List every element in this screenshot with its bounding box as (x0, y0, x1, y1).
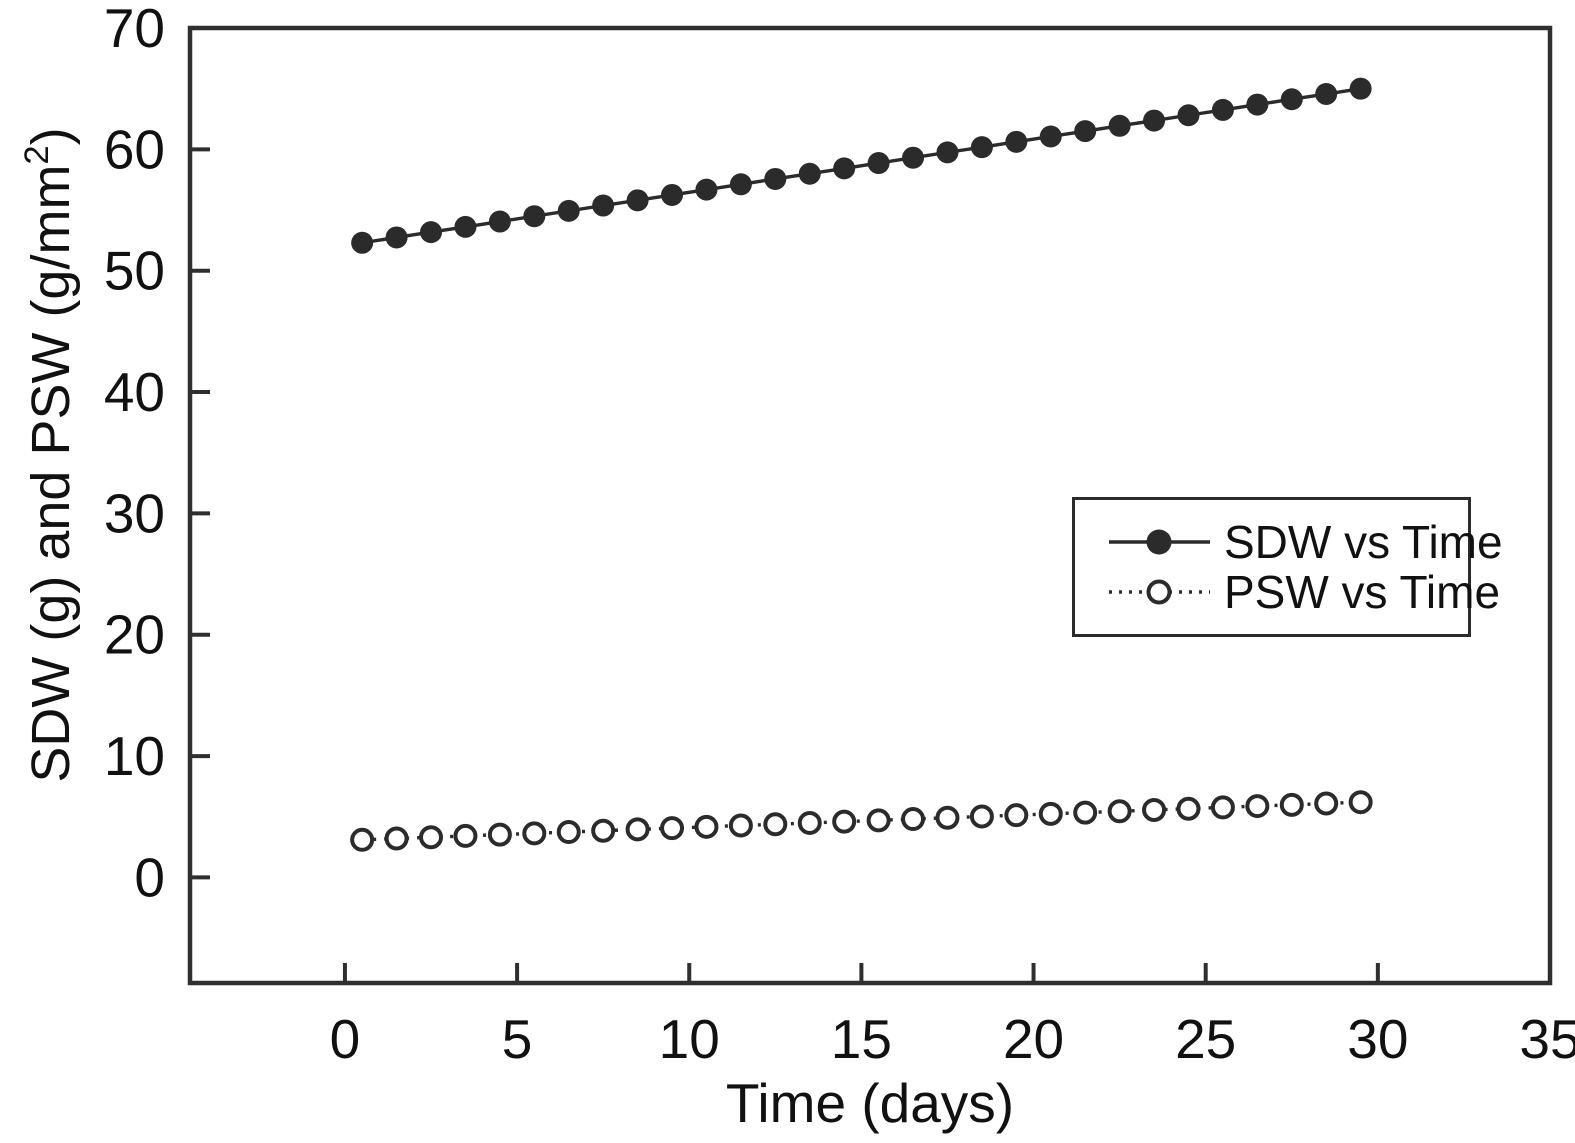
y-tick-label: 70 (104, 0, 165, 59)
sdw-data-point (385, 226, 408, 249)
sdw-data-point (1349, 77, 1372, 100)
sdw-data-point (1074, 120, 1097, 143)
sdw-data-point (592, 194, 615, 217)
y-tick-label: 0 (134, 846, 165, 908)
sdw-legend-circle (1146, 529, 1172, 555)
sdw-data-point (1039, 125, 1062, 148)
psw-data-point (1073, 800, 1098, 825)
psw-data-point (866, 808, 891, 833)
sdw-data-point (454, 215, 477, 238)
sdw-data-point (351, 231, 374, 254)
sdw-data-point (488, 210, 511, 233)
sdw-data-point (1177, 104, 1200, 127)
y-tick-label: 50 (104, 240, 165, 302)
y-axis-title-close: ) (21, 127, 81, 146)
sdw-data-point (867, 152, 890, 175)
sdw-data-point (1005, 130, 1028, 153)
sdw-data-point (1315, 83, 1338, 106)
psw-data-point (797, 810, 822, 835)
psw-data-point (522, 821, 547, 846)
sdw-data-point (695, 178, 718, 201)
psw-data-point (1107, 799, 1132, 824)
y-axis-title: SDW (g) and PSW (g/mm2) (18, 127, 81, 783)
sdw-series-line (361, 86, 1361, 245)
psw-data-point (556, 820, 581, 845)
sdw-data-point (1211, 98, 1234, 121)
legend-item-sdw[interactable]: SDW vs Time (1107, 519, 1503, 565)
legend-label-sdw: SDW vs Time (1224, 516, 1503, 568)
x-tick-label: 15 (831, 1008, 892, 1070)
sdw-data-point (764, 167, 787, 190)
sdw-data-point (626, 189, 649, 212)
plot-frame (187, 25, 1553, 986)
psw-data-point (1038, 801, 1063, 826)
y-tick-label: 30 (104, 482, 165, 544)
sdw-data-point (798, 162, 821, 185)
y-axis-title-text: SDW (g) and PSW (g/mm (21, 164, 81, 783)
psw-data-point (1279, 792, 1304, 817)
sdw-data-point (1280, 88, 1303, 111)
psw-data-point (1210, 795, 1235, 820)
psw-data-point (901, 807, 926, 832)
sdw-data-point (1108, 114, 1131, 137)
x-tick-label: 10 (659, 1008, 720, 1070)
y-tick-label: 20 (104, 604, 165, 666)
y-tick-label: 60 (104, 118, 165, 180)
y-tick-label: 10 (104, 725, 165, 787)
x-axis-title: Time (days) (725, 1072, 1015, 1134)
psw-data-point (935, 805, 960, 830)
psw-data-point (660, 816, 685, 841)
x-tick-label: 5 (502, 1008, 533, 1070)
sdw-data-point (420, 221, 443, 244)
sdw-data-point (1143, 109, 1166, 132)
y-axis-title-superscript: 2 (18, 145, 57, 165)
psw-data-point (1314, 791, 1339, 816)
psw-data-point (453, 823, 478, 848)
psw-data-point (591, 818, 616, 843)
psw-data-point (1142, 797, 1167, 822)
sdw-data-point (523, 205, 546, 228)
psw-data-point (969, 804, 994, 829)
psw-data-point (728, 813, 753, 838)
sdw-data-point (661, 183, 684, 206)
legend-label-psw: PSW vs Time (1224, 566, 1501, 618)
psw-legend-marker-icon (1109, 579, 1210, 605)
x-tick-label: 35 (1519, 1008, 1575, 1070)
sdw-data-point (936, 141, 959, 164)
x-tick-label: 20 (1003, 1008, 1064, 1070)
psw-data-point (350, 827, 375, 852)
psw-data-point (625, 817, 650, 842)
y-tick-label: 40 (104, 361, 165, 423)
psw-data-point (1004, 803, 1029, 828)
psw-data-point (832, 809, 857, 834)
sdw-data-point (902, 146, 925, 169)
psw-data-point (419, 825, 444, 850)
psw-data-point (1348, 790, 1373, 815)
sdw-data-point (833, 157, 856, 180)
psw-data-point (1176, 796, 1201, 821)
psw-series-line (362, 800, 1361, 842)
sdw-data-point (729, 173, 752, 196)
psw-data-point (763, 812, 788, 837)
legend-item-psw[interactable]: PSW vs Time (1107, 569, 1500, 615)
x-tick-label: 25 (1175, 1008, 1236, 1070)
psw-data-point (384, 826, 409, 851)
psw-data-point (694, 814, 719, 839)
sdw-legend-marker-icon (1109, 529, 1210, 555)
psw-data-point (1245, 794, 1270, 819)
legend: SDW vs Time PSW vs Time (1072, 497, 1503, 637)
x-tick-label: 0 (330, 1008, 361, 1070)
x-tick-label: 30 (1347, 1008, 1408, 1070)
sdw-data-point (557, 199, 580, 222)
psw-legend-circle (1146, 579, 1172, 605)
psw-data-point (487, 822, 512, 847)
sdw-data-point (1246, 93, 1269, 116)
sdw-data-point (970, 136, 993, 159)
